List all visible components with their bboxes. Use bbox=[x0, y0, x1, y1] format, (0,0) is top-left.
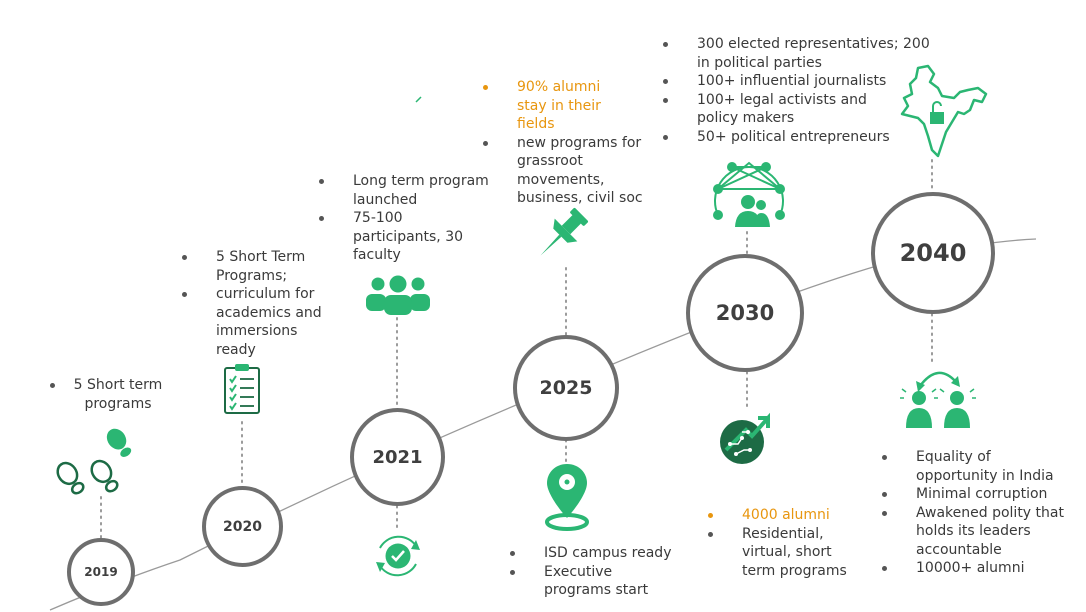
text-2030-below: 4000 alumni Residential, virtual, short … bbox=[706, 506, 856, 580]
milestone-2030: 2030 bbox=[686, 254, 804, 372]
text-item-highlight: 4000 alumni bbox=[706, 506, 856, 525]
text-item: 50+ political entrepreneurs bbox=[661, 128, 936, 147]
refresh-check-icon bbox=[376, 535, 420, 577]
connector-lines bbox=[100, 159, 933, 539]
year-label-2021: 2021 bbox=[372, 446, 423, 468]
milestone-2020: 2020 bbox=[202, 486, 283, 567]
text-item: Executive programs start bbox=[508, 563, 654, 600]
milestone-2021: 2021 bbox=[350, 408, 445, 506]
text-item: curriculum for academics and immersions … bbox=[180, 285, 326, 359]
year-label-2019: 2019 bbox=[84, 565, 118, 579]
network-people-icon bbox=[713, 161, 785, 227]
footsteps-icon bbox=[56, 428, 132, 495]
checklist-icon bbox=[224, 364, 260, 414]
map-pin-icon bbox=[545, 464, 589, 531]
text-2025-above: 90% alumni stay in their fields new prog… bbox=[481, 78, 656, 208]
india-map-lock-icon bbox=[900, 64, 988, 158]
text-item: Awakened polity that holds its leaders a… bbox=[880, 504, 1066, 560]
text-item: new programs for grassroot movements, bu… bbox=[481, 134, 656, 208]
text-item: 100+ legal activists and policy makers bbox=[661, 91, 912, 128]
group-icon bbox=[366, 275, 430, 315]
text-2040: Equality of opportunity in India Minimal… bbox=[880, 448, 1080, 578]
text-item: Residential, virtual, short term program… bbox=[706, 525, 850, 581]
year-label-2025: 2025 bbox=[539, 377, 593, 399]
text-item: 5 Short Term Programs; bbox=[180, 248, 316, 285]
milestone-2040: 2040 bbox=[871, 192, 995, 314]
year-label-2030: 2030 bbox=[715, 301, 775, 325]
text-2030-above: 300 elected representatives; 200 in poli… bbox=[661, 35, 936, 146]
year-label-2020: 2020 bbox=[223, 518, 262, 535]
text-item: 300 elected representatives; 200 in poli… bbox=[661, 35, 932, 72]
text-item: 75-100 participants, 30 faculty bbox=[317, 209, 473, 265]
text-2025-below: ISD campus ready Executive programs star… bbox=[508, 544, 688, 600]
text-item: Minimal corruption bbox=[880, 485, 1080, 504]
text-item: Equality of opportunity in India bbox=[880, 448, 1061, 485]
text-2021: Long term program launched 75-100 partic… bbox=[317, 172, 492, 265]
text-item: 10000+ alumni bbox=[880, 559, 1080, 578]
milestone-2025: 2025 bbox=[513, 335, 619, 441]
text-item-highlight: 90% alumni stay in their fields bbox=[481, 78, 632, 134]
stray-mark bbox=[415, 96, 422, 103]
text-2019: 5 Short term programs bbox=[48, 376, 188, 414]
year-label-2040: 2040 bbox=[899, 239, 967, 267]
exchange-people-icon bbox=[900, 371, 976, 428]
pushpin-icon bbox=[540, 207, 589, 256]
text-2020: 5 Short Term Programs; curriculum for ac… bbox=[180, 248, 328, 359]
text-item: 100+ influential journalists bbox=[661, 72, 936, 91]
growth-chip-icon bbox=[720, 412, 770, 464]
text-item: ISD campus ready bbox=[508, 544, 688, 563]
text-item: 5 Short term programs bbox=[48, 376, 188, 414]
text-item: Long term program launched bbox=[317, 172, 492, 209]
milestone-2019: 2019 bbox=[67, 538, 135, 606]
